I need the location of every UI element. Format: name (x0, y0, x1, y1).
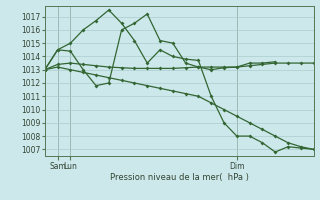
X-axis label: Pression niveau de la mer(  hPa ): Pression niveau de la mer( hPa ) (110, 173, 249, 182)
